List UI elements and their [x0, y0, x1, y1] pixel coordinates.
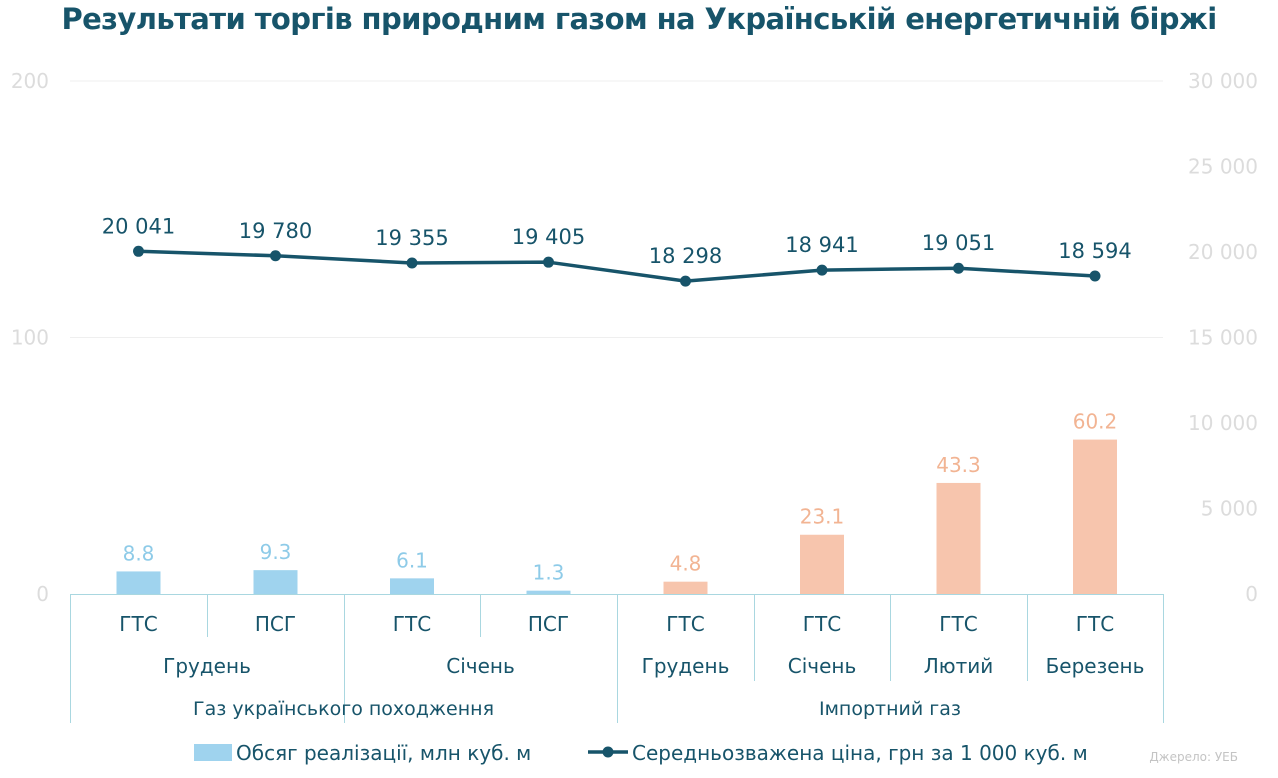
price-label: 19 355 — [375, 226, 448, 250]
volume-label: 23.1 — [800, 505, 845, 529]
legend-marker-price — [602, 746, 614, 758]
x-month-label: Лютий — [924, 654, 994, 678]
price-label: 18 594 — [1058, 239, 1131, 263]
y-right-tick-label: 20 000 — [1188, 240, 1258, 264]
price-label: 20 041 — [102, 214, 175, 238]
x-tick-label: ГТС — [1076, 612, 1114, 636]
x-tick-label: ГТС — [666, 612, 704, 636]
price-point — [270, 250, 281, 262]
y-left-tick-label: 200 — [11, 69, 49, 93]
y-right-tick-label: 10 000 — [1188, 411, 1258, 435]
volume-bar — [663, 581, 708, 594]
x-group-label: Імпортний газ — [819, 698, 961, 720]
y-right-tick-label: 15 000 — [1188, 326, 1258, 350]
x-month-label: Грудень — [642, 654, 730, 678]
price-label: 18 941 — [785, 233, 858, 257]
x-month-label: Січень — [788, 654, 857, 678]
legend-label-volume: Обсяг реалізації, млн куб. м — [236, 741, 531, 765]
x-tick-label: ПСГ — [255, 612, 296, 636]
price-label: 19 405 — [512, 225, 585, 249]
source-note: Джерело: УЕБ — [1149, 750, 1238, 764]
volume-bar — [800, 534, 844, 594]
price-label: 19 051 — [922, 231, 995, 255]
volume-bar — [390, 578, 434, 594]
volume-bar — [116, 571, 161, 594]
x-month-label: Березень — [1046, 654, 1145, 678]
price-point — [133, 245, 144, 257]
x-tick-label: ПСГ — [528, 612, 569, 636]
volume-label: 1.3 — [533, 561, 565, 585]
x-tick-label: ГТС — [119, 612, 157, 636]
volume-label: 6.1 — [396, 548, 428, 572]
x-group-label: Газ українського походження — [193, 698, 494, 720]
price-label: 18 298 — [649, 244, 722, 268]
volume-bar — [253, 570, 298, 594]
x-month-label: Січень — [446, 654, 515, 678]
volume-bar — [936, 482, 981, 594]
price-point — [406, 257, 418, 269]
x-month-label: Грудень — [163, 654, 251, 678]
y-right-tick-label: 5 000 — [1201, 497, 1258, 521]
volume-label: 43.3 — [936, 453, 981, 477]
volume-label: 60.2 — [1073, 410, 1118, 434]
y-right-tick-label: 0 — [1245, 582, 1258, 606]
y-left-tick-label: 0 — [36, 582, 49, 606]
legend-swatch-volume — [194, 744, 232, 761]
x-tick-label: ГТС — [939, 612, 977, 636]
y-left-tick-label: 100 — [11, 326, 49, 350]
price-line — [138, 249, 1096, 283]
y-right-tick-label: 30 000 — [1188, 69, 1258, 93]
price-point — [816, 264, 828, 276]
price-point — [1089, 270, 1101, 282]
volume-bar — [526, 590, 571, 594]
volume-bar — [1073, 439, 1117, 594]
chart-title: Результати торгів природним газом на Укр… — [61, 2, 1217, 36]
volume-label: 8.8 — [123, 541, 155, 565]
y-right-tick-label: 25 000 — [1188, 155, 1258, 179]
volume-label: 9.3 — [260, 540, 292, 564]
price-point — [953, 262, 964, 274]
price-label: 19 780 — [239, 219, 312, 243]
price-point — [543, 256, 554, 268]
x-tick-label: ГТС — [393, 612, 431, 636]
price-point — [680, 275, 691, 287]
x-tick-label: ГТС — [803, 612, 841, 636]
volume-label: 4.8 — [670, 552, 702, 576]
legend-label-price: Середньозважена ціна, грн за 1 000 куб. … — [632, 741, 1088, 765]
